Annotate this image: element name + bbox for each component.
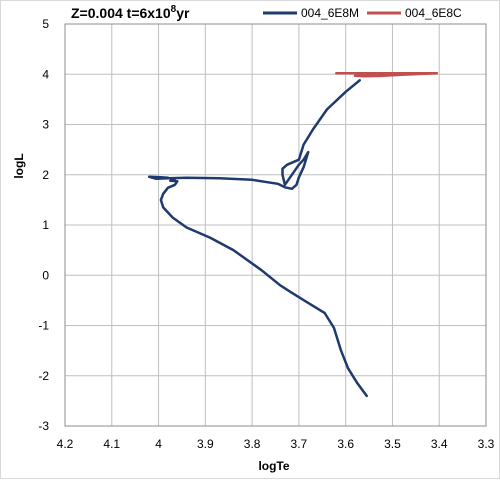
x-tick-label: 3.7 <box>291 437 308 451</box>
y-axis-title: logL <box>12 153 26 178</box>
chart-title: Z=0.004 t=6x108yr <box>71 4 190 21</box>
x-tick-label: 3.3 <box>478 437 495 451</box>
series-line-004-6e8m <box>147 79 368 398</box>
chart-title-suffix: yr <box>176 5 190 21</box>
y-tick-label: 4 <box>42 67 49 81</box>
y-tick-label: -2 <box>38 369 49 383</box>
legend-label-004-6e8m: 004_6E8M <box>301 6 359 20</box>
x-tick-label: 3.9 <box>197 437 214 451</box>
grid-lines <box>64 23 487 427</box>
series-line-004-6e8c <box>335 71 439 78</box>
y-tick-label: 2 <box>42 168 49 182</box>
y-tick-label: 3 <box>42 118 49 132</box>
plot-border <box>64 23 487 427</box>
chart-title-prefix: Z=0.004 t=6x10 <box>71 5 171 21</box>
series-lines <box>147 71 439 398</box>
legend: 004_6E8M 004_6E8C <box>263 6 462 20</box>
x-tick-label: 3.4 <box>431 437 448 451</box>
y-tick-label: -1 <box>38 319 49 333</box>
x-tick-label: 3.8 <box>244 437 261 451</box>
y-tick-label: 0 <box>42 268 49 282</box>
legend-label-004-6e8c: 004_6E8C <box>405 6 462 20</box>
x-tick-labels: 4.2 4.1 4 3.9 3.8 3.7 3.6 3.5 3.4 3.3 <box>57 437 495 451</box>
plot-border-rect <box>64 23 487 427</box>
x-tick-label: 3.5 <box>384 437 401 451</box>
x-tick-label: 4.2 <box>57 437 74 451</box>
x-tick-label: 3.6 <box>337 437 354 451</box>
y-tick-labels: -3 -2 -1 0 1 2 3 4 5 <box>38 17 49 433</box>
y-tick-label: 1 <box>42 218 49 232</box>
x-tick-label: 4.1 <box>103 437 120 451</box>
x-tick-label: 4 <box>155 437 162 451</box>
chart-title-superscript: 8 <box>171 4 177 15</box>
y-tick-label: 5 <box>42 17 49 31</box>
y-tick-label: -3 <box>38 419 49 433</box>
x-axis-title: logTe <box>258 459 289 473</box>
